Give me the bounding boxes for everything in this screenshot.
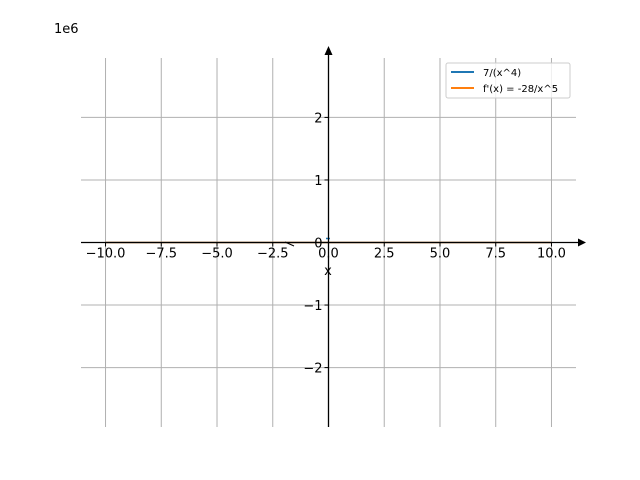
y-scale-label: 1e6 xyxy=(54,22,79,37)
x-tick-label: 5.0 xyxy=(430,247,451,262)
y-axis-arrow xyxy=(324,46,333,55)
y-tick-label: 0 xyxy=(314,237,322,252)
legend-box xyxy=(445,62,571,99)
y-tick-label: −1 xyxy=(303,299,322,314)
x-tick-label: 0.0 xyxy=(318,247,339,262)
x-axis-label: x xyxy=(324,264,332,279)
x-tick-label: −2.5 xyxy=(257,247,289,262)
x-axis-arrow xyxy=(578,238,586,247)
legend-label-1: 7/(x^4) xyxy=(483,68,521,79)
x-tick-label: 2.5 xyxy=(374,247,395,262)
x-tick-label: 10.0 xyxy=(537,247,566,262)
x-tick-label: −7.5 xyxy=(145,247,177,262)
y-tick-label: −2 xyxy=(303,362,322,377)
legend-label-2: f'(x) = -28/x^5 xyxy=(483,84,558,95)
legend: 7/(x^4) f'(x) = -28/x^5 xyxy=(445,62,571,99)
y-tick-label: 1 xyxy=(314,174,322,189)
axes xyxy=(81,46,586,427)
y-tick-label: 2 xyxy=(314,111,322,126)
x-tick-label: −5.0 xyxy=(201,247,233,262)
tick-labels: −10.0 −7.5 −5.0 −2.5 0.0 2.5 5.0 7.5 10.0 −2 −1 0 1 2 xyxy=(86,111,566,376)
x-tick-label: 7.5 xyxy=(485,247,506,262)
x-tick-label: −10.0 xyxy=(86,247,126,262)
